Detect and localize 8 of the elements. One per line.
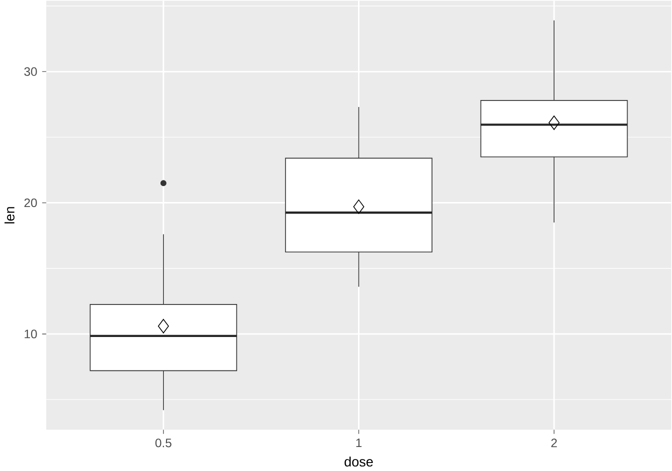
y-axis-title: len xyxy=(4,207,14,224)
x-axis-title: dose xyxy=(344,456,373,467)
y-tick-label: 10 xyxy=(24,330,37,338)
y-tick-label: 30 xyxy=(24,67,37,76)
x-tick-label: 2 xyxy=(551,438,557,448)
x-tick-label: 0.5 xyxy=(155,438,172,448)
y-tick-label: 20 xyxy=(24,198,37,208)
x-tick-label: 1 xyxy=(356,438,362,447)
